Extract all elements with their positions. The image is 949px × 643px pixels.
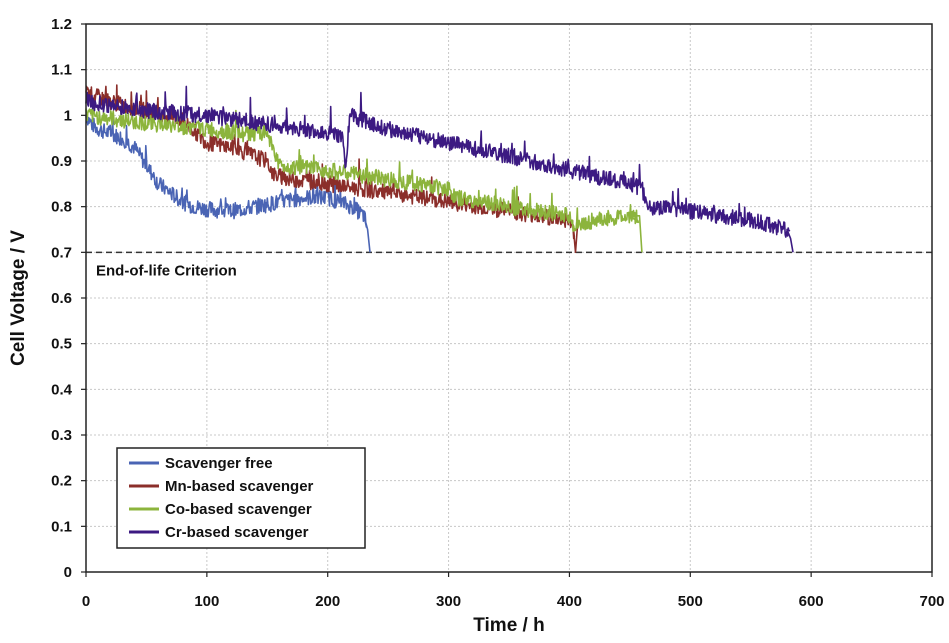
series-layer	[85, 84, 794, 254]
series-line-2	[85, 84, 579, 254]
y-tick-label: 1.1	[51, 62, 72, 79]
x-tick-label: 300	[436, 593, 461, 610]
tick-layer: 0 100 200 300 400 500 600 700 0 0.1 0.2 0.3 0.4 0.5 0.…	[51, 16, 944, 610]
x-tick-label: 0	[82, 593, 90, 610]
legend-label: Cr-based scavenger	[165, 524, 309, 541]
y-tick-label: 0	[64, 564, 72, 581]
series-line-1	[85, 115, 371, 253]
x-tick-label: 200	[315, 593, 340, 610]
series-line-4	[85, 85, 794, 253]
x-tick-label: 600	[799, 593, 824, 610]
legend-label: Scavenger free	[165, 455, 273, 472]
y-tick-label: 0.2	[51, 473, 72, 490]
legend: Scavenger free Mn-based scavenger Co-based…	[116, 447, 366, 549]
y-tick-label: 0.7	[51, 244, 72, 261]
x-tick-label: 700	[919, 593, 944, 610]
x-tick-label: 400	[557, 593, 582, 610]
y-tick-label: 1.2	[51, 16, 72, 33]
y-tick-label: 0.5	[51, 336, 72, 353]
y-tick-label: 0.4	[51, 381, 73, 398]
legend-label: Co-based scavenger	[165, 501, 312, 518]
y-tick-label: 0.8	[51, 199, 72, 216]
y-tick-label: 0.3	[51, 427, 72, 444]
x-tick-label: 100	[194, 593, 219, 610]
series-line-3	[85, 106, 643, 253]
y-tick-label: 0.1	[51, 518, 72, 535]
end-of-life-label: End-of-life Criterion	[96, 262, 237, 279]
legend-label: Mn-based scavenger	[165, 478, 314, 495]
x-axis-title: Time / h	[473, 615, 544, 636]
y-tick-label: 1	[64, 107, 72, 124]
y-axis-title: Cell Voltage / V	[8, 230, 29, 366]
y-tick-label: 0.6	[51, 290, 72, 307]
y-tick-label: 0.9	[51, 153, 72, 170]
x-tick-label: 500	[678, 593, 703, 610]
